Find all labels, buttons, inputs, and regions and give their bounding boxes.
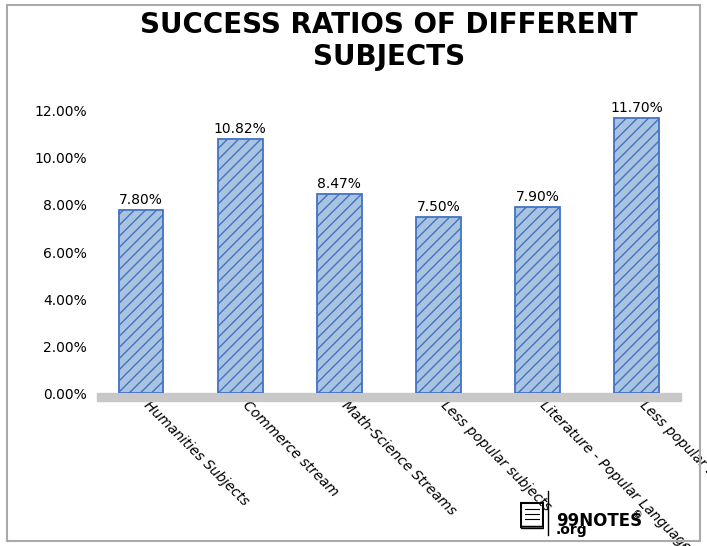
Bar [416, 217, 461, 393]
Text: 7.80%: 7.80% [119, 193, 163, 207]
Text: 99NOTES: 99NOTES [556, 513, 642, 530]
Bar [218, 139, 262, 393]
Bar [119, 210, 163, 393]
Text: 10.82%: 10.82% [214, 122, 267, 136]
Bar [97, 393, 681, 401]
Bar [614, 118, 659, 393]
Bar [515, 207, 560, 393]
Text: .org: .org [556, 523, 588, 537]
Bar [521, 503, 543, 527]
Title: SUCCESS RATIOS OF DIFFERENT
SUBJECTS: SUCCESS RATIOS OF DIFFERENT SUBJECTS [140, 11, 638, 71]
Text: 7.50%: 7.50% [416, 200, 460, 214]
Bar [521, 526, 543, 529]
Text: 11.70%: 11.70% [610, 101, 663, 115]
Text: 7.90%: 7.90% [515, 191, 559, 205]
Text: ©: © [633, 510, 643, 520]
Text: 8.47%: 8.47% [317, 177, 361, 191]
Bar [317, 194, 361, 393]
